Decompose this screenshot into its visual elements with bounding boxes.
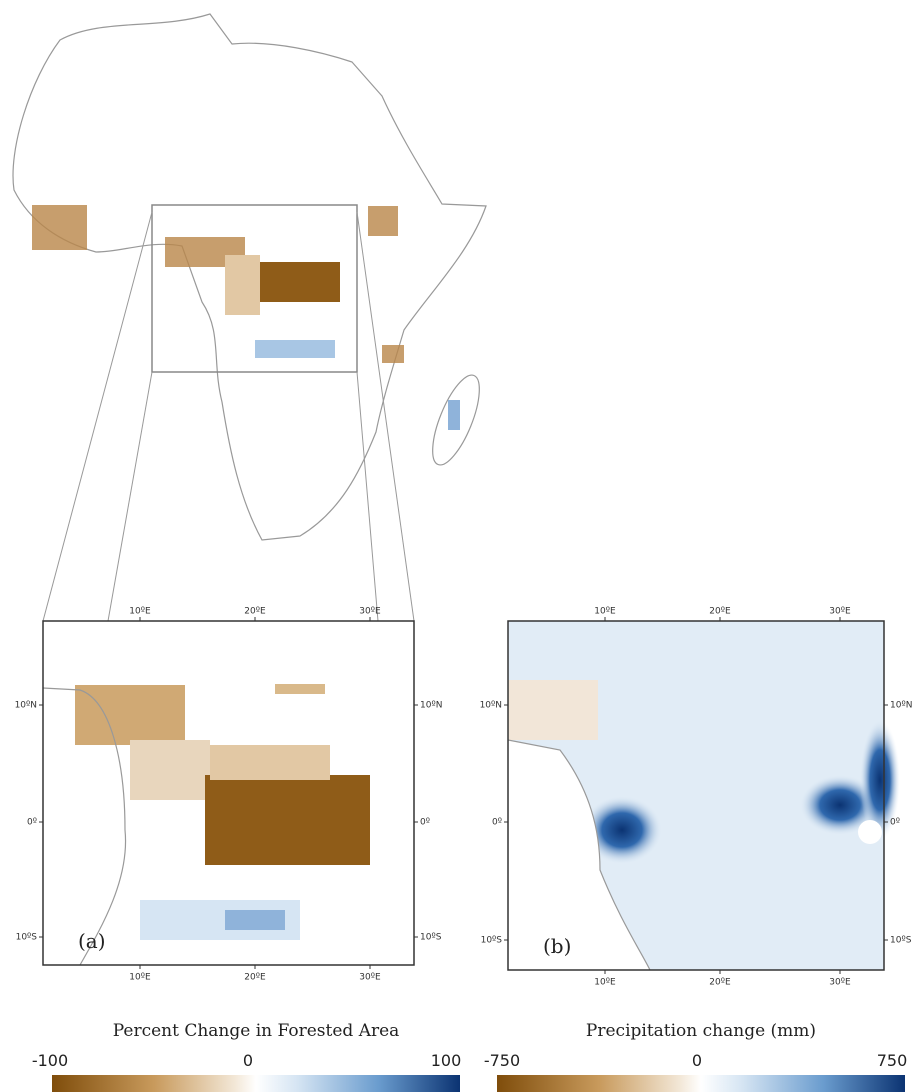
lon-tick-label: 10ºE [129, 607, 151, 617]
forest-change [32, 205, 460, 430]
lat-tick-label: 10ºS [16, 933, 38, 943]
lon-tick-label: 20ºE [709, 978, 731, 988]
lon-tick-label: 20ºE [709, 607, 731, 617]
lon-tick-label: 10ºE [594, 607, 616, 617]
lat-tick-label: 10ºN [890, 701, 912, 711]
panel-label: (b) [543, 934, 571, 958]
lat-tick-label: 10ºN [15, 701, 37, 711]
colorbar-tick-label: -100 [32, 1051, 68, 1070]
colorbar-tick-label: 750 [877, 1051, 908, 1070]
zoom-line [43, 212, 152, 621]
panel-a-map [43, 621, 414, 965]
lat-tick-label: 0º [27, 818, 37, 828]
zoom-line [108, 372, 152, 621]
lon-tick-label: 20ºE [244, 973, 266, 983]
lat-tick-label: 0º [420, 818, 430, 828]
lat-tick-label: 10ºS [420, 933, 442, 943]
panel-b-map [508, 621, 900, 970]
lat-tick-label: 10ºN [480, 701, 502, 711]
lon-tick-label: 30ºE [359, 607, 381, 617]
lat-tick-label: 0º [492, 818, 502, 828]
lon-tick-label: 30ºE [359, 973, 381, 983]
overview-map [13, 14, 489, 621]
colorbar-title: Precipitation change (mm) [586, 1021, 816, 1041]
lat-tick-label: 10ºN [420, 701, 442, 711]
lon-tick-label: 10ºE [594, 978, 616, 988]
colorbar-title: Percent Change in Forested Area [113, 1021, 400, 1041]
lon-tick-label: 30ºE [829, 607, 851, 617]
lon-tick-label: 30ºE [829, 978, 851, 988]
colorbar-tick-label: 100 [431, 1051, 462, 1070]
colorbar-tick-label: -750 [484, 1051, 520, 1070]
lat-tick-label: 10ºS [890, 936, 912, 946]
zoom-line [357, 212, 414, 621]
lat-tick-label: 10ºS [481, 936, 503, 946]
lat-tick-label: 0º [890, 818, 900, 828]
colorbar [52, 1075, 460, 1092]
panel-label: (a) [78, 929, 106, 953]
lon-tick-label: 10ºE [129, 973, 151, 983]
colorbar [497, 1075, 905, 1092]
zoom-line [357, 372, 378, 621]
figure: 10ºE 10ºE 20ºE 20ºE 30ºE 30ºE 10ºN 10ºN 0º 0º 10ºS… [0, 0, 919, 1092]
lon-tick-label: 20ºE [244, 607, 266, 617]
colorbar-tick-label: 0 [243, 1051, 253, 1070]
colorbar-tick-label: 0 [692, 1051, 702, 1070]
